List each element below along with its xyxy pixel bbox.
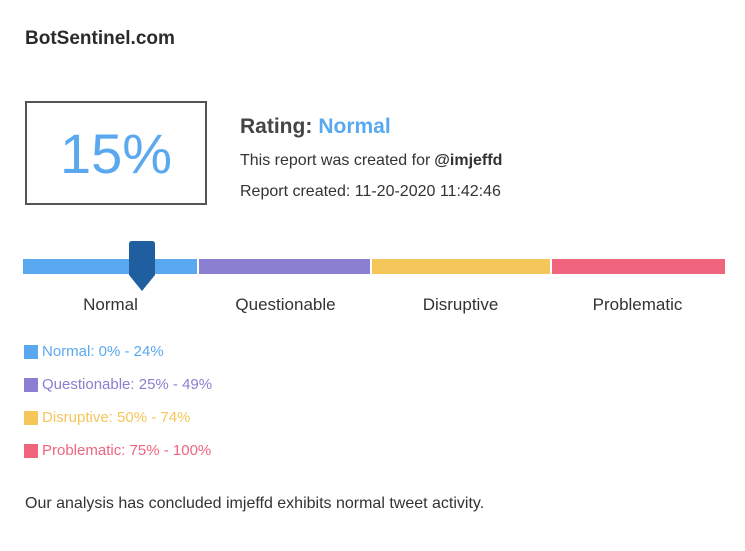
scale-segment [372, 259, 550, 274]
created-for: This report was created for @imjeffd [240, 152, 502, 170]
scale-label: Problematic [592, 295, 683, 314]
marker [129, 241, 155, 291]
site-title: BotSentinel.com [25, 28, 175, 49]
legend-text: Problematic: 75% - 100% [42, 442, 212, 459]
created-at: Report created: 11-20-2020 11:42:46 [240, 183, 501, 200]
legend-text: Questionable: 25% - 49% [42, 376, 213, 393]
score-box: 15% [25, 101, 207, 205]
scale-segment [552, 259, 725, 274]
rating-value: Normal [318, 115, 391, 138]
rating: Rating: Normal [240, 115, 391, 139]
scale-label: Questionable [235, 295, 336, 314]
legend-swatch [24, 410, 38, 425]
legend-row: Problematic: 75% - 100% [24, 442, 211, 459]
scale-label: Disruptive [422, 295, 499, 314]
legend-row: Questionable: 25% - 49% [24, 376, 212, 393]
legend-text: Disruptive: 50% - 74% [42, 409, 191, 426]
scale-segment [23, 259, 197, 274]
conclusion: Our analysis has concluded imjeffd exhib… [25, 495, 485, 512]
legend-text: Normal: 0% - 24% [42, 343, 164, 360]
scale-label: Normal [83, 295, 138, 314]
legend-row: Disruptive: 50% - 74% [24, 409, 190, 426]
scale-segment [199, 259, 370, 274]
legend-swatch [24, 377, 38, 392]
legend-swatch [24, 443, 38, 458]
rating-label: Rating: [240, 115, 313, 138]
legend-swatch [24, 344, 38, 359]
score: 15% [59, 121, 173, 185]
handle: @imjeffd [434, 152, 503, 169]
marker-shape [129, 241, 155, 291]
legend-row: Normal: 0% - 24% [24, 343, 164, 360]
created-for-text: This report was created for [240, 152, 431, 169]
